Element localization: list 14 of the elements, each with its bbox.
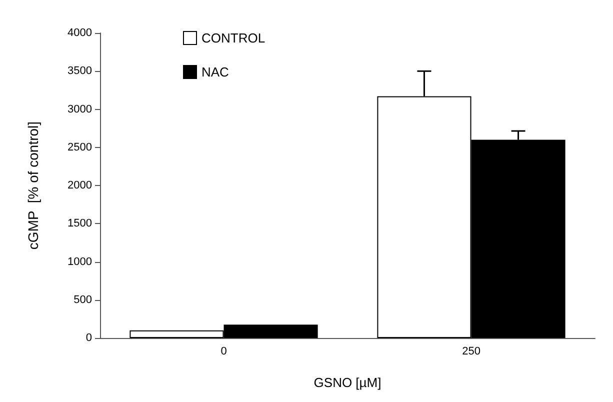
y-tick-label: 500 xyxy=(74,294,92,306)
x-axis-title: GSNO [µM] xyxy=(314,375,382,390)
y-tick-label: 0 xyxy=(86,332,92,344)
y-tick-label: 2500 xyxy=(68,141,92,154)
y-tick-label: 3000 xyxy=(68,103,92,116)
y-tick-label: 3500 xyxy=(68,65,92,78)
y-tick-label: 1500 xyxy=(68,218,92,230)
legend-label: CONTROL xyxy=(202,30,266,46)
legend-label: NAC xyxy=(202,64,229,80)
y-tick-label: 4000 xyxy=(68,27,92,39)
y-axis-title: cGMP [% of control] xyxy=(25,121,41,250)
x-tick-label: 250 xyxy=(462,346,480,358)
y-tick-label: 2000 xyxy=(68,180,92,192)
y-tick-label: 1000 xyxy=(68,256,92,268)
